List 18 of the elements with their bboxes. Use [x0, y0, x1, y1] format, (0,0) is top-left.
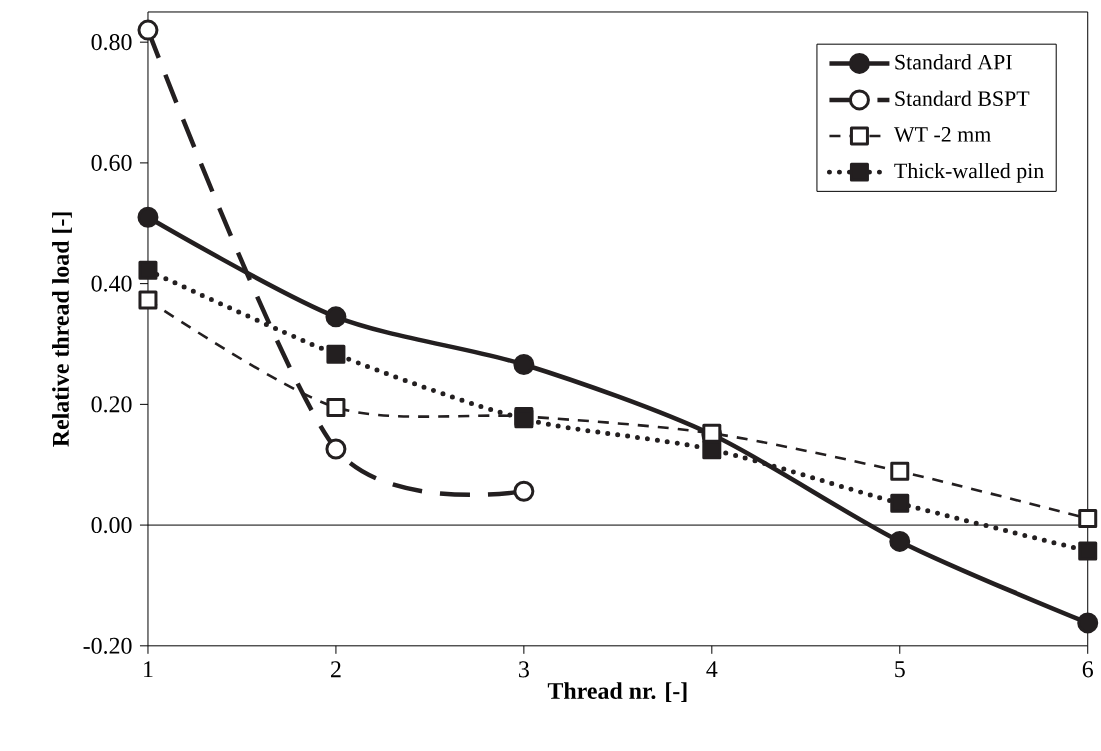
- y-axis-title: Relative thread load [-]: [52, 212, 72, 447]
- y-tick-label: 0.80: [91, 34, 132, 51]
- y-tick-label: 0.00: [91, 517, 132, 534]
- x-tick-label: 2: [330, 661, 341, 678]
- y-tick-label: -0.20: [83, 637, 132, 655]
- x-tick-label: 5: [895, 661, 905, 678]
- y-tick-label: 0.40: [91, 275, 132, 292]
- y-tick-label: 0.20: [91, 396, 132, 413]
- x-tick-label: 6: [1082, 661, 1093, 678]
- x-tick-label: 1: [144, 661, 153, 678]
- x-tick-label: 3: [519, 661, 529, 678]
- legend-label: Standard API: [895, 54, 1012, 70]
- x-tick-label: 4: [706, 661, 718, 678]
- x-axis-title: Thread nr. [-]: [547, 682, 687, 703]
- y-tick-label: 0.60: [91, 154, 132, 172]
- legend-label: WT -2 mm: [893, 127, 991, 143]
- legend-label: Thick-walled pin: [894, 162, 1044, 183]
- legend-label: Standard BSPT: [895, 90, 1030, 107]
